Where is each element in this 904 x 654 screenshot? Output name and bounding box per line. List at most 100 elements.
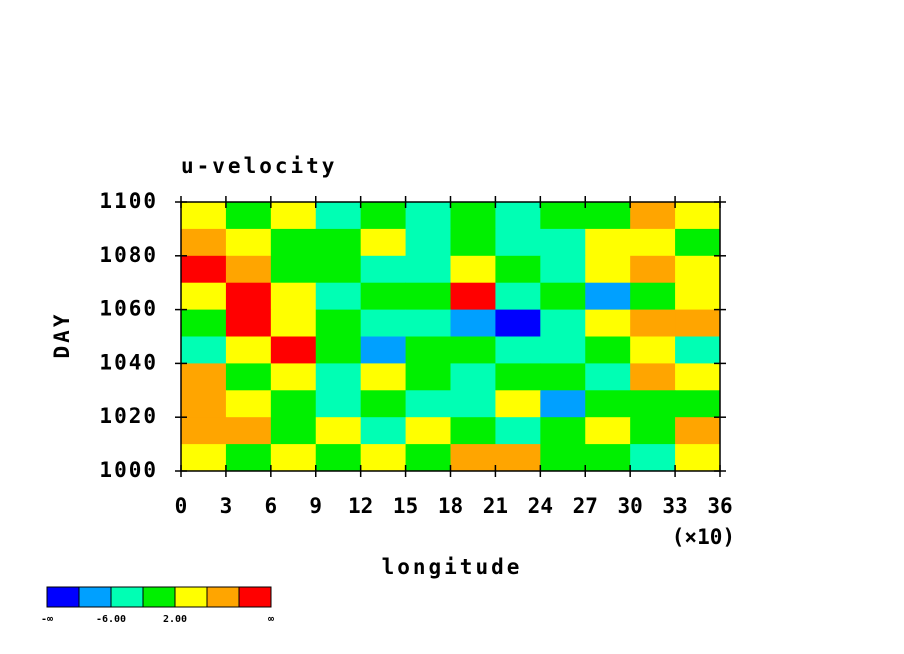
contour-cell [405,202,451,230]
contour-cell [585,228,631,257]
contour-cell [585,336,631,364]
y-tick-label: 1060 [99,297,158,321]
contour-cell [360,417,407,445]
contour-cell [270,255,317,284]
contour-cell [315,202,362,230]
contour-cell [450,282,496,311]
x-tick-label: 6 [265,494,278,518]
contour-cell [405,363,451,391]
contour-cell [540,202,586,230]
x-axis-label: longitude [382,555,523,579]
x-tick-label: 24 [528,494,553,518]
contour-cell [181,255,227,284]
contour-cell [360,282,407,311]
contour-cell [225,255,272,284]
contour-cell [630,390,676,418]
contour-cell [225,363,272,391]
y-tick-label: 1080 [99,243,158,267]
contour-cell [675,202,721,230]
contour-cell [495,417,541,445]
contour-cell [360,444,407,472]
contour-cell [540,228,586,257]
colorbar-swatch [174,586,208,608]
contour-cell [450,444,496,472]
contour-cell [315,417,362,445]
contour-cell [405,309,451,337]
contour-cell [450,336,496,364]
contour-cell [360,336,407,364]
contour-cell [675,444,721,472]
x-tick-label: 33 [662,494,687,518]
contour-cell [315,228,362,257]
contour-cell [495,309,541,337]
contour-cell [540,336,586,364]
contour-cell [675,282,721,311]
contour-cell [495,202,541,230]
chart-title: u-velocity [181,154,337,178]
contour-cell [540,390,586,418]
contour-cell [675,309,721,337]
contour-cell [450,202,496,230]
x-tick-label: 30 [618,494,643,518]
contour-cell [315,444,362,472]
contour-cell [585,417,631,445]
colorbar-swatch [110,586,144,608]
contour-cell [630,336,676,364]
y-tick-label: 1040 [99,350,158,374]
contour-cell [585,255,631,284]
contour-cell [495,336,541,364]
contour-cell [360,309,407,337]
contour-cell [181,228,227,257]
contour-cell [315,282,362,311]
contour-cell [270,228,317,257]
contour-cell [225,282,272,311]
contour-cell [315,255,362,284]
contour-cell [585,282,631,311]
contour-cell [405,390,451,418]
contour-cell [270,202,317,230]
contour-cell [495,444,541,472]
contour-cell [630,202,676,230]
contour-cell [585,363,631,391]
colorbar-swatch [142,586,176,608]
contour-cell [630,228,676,257]
contour-cell [675,417,721,445]
contour-cell [181,336,227,364]
contour-cell [315,390,362,418]
x-tick-label: 9 [309,494,322,518]
contour-cell [585,309,631,337]
x-tick-label: 0 [175,494,188,518]
y-tick-label: 1100 [99,189,158,213]
x-tick-label: 12 [348,494,373,518]
colorbar-swatch [238,586,272,608]
contour-cell [360,202,407,230]
contour-cell [495,255,541,284]
contour-cell [270,363,317,391]
contour-cell [450,390,496,418]
contour-cell [450,228,496,257]
contour-cell [450,417,496,445]
x-tick-label: 15 [393,494,418,518]
contour-cell [495,282,541,311]
contour-cell [270,417,317,445]
contour-cell [405,336,451,364]
contour-cell [540,417,586,445]
contour-cell [630,255,676,284]
contour-cell [450,255,496,284]
contour-cell [675,390,721,418]
contour-cell [405,228,451,257]
contour-cell [181,390,227,418]
contour-cell [405,282,451,311]
contour-cell [675,255,721,284]
colorbar-label: -∞ [41,614,53,625]
y-tick-label: 1020 [99,404,158,428]
contour-cell [405,417,451,445]
axes: 0 3 6 9 12 15 18 21 24 27 30 33 36100010201040106010… [41,189,733,625]
x-tick-label: 36 [707,494,732,518]
contour-cell [181,202,227,230]
contour-cell [495,228,541,257]
x-tick-label: 18 [438,494,463,518]
contour-cell [675,336,721,364]
contour-cell [630,444,676,472]
